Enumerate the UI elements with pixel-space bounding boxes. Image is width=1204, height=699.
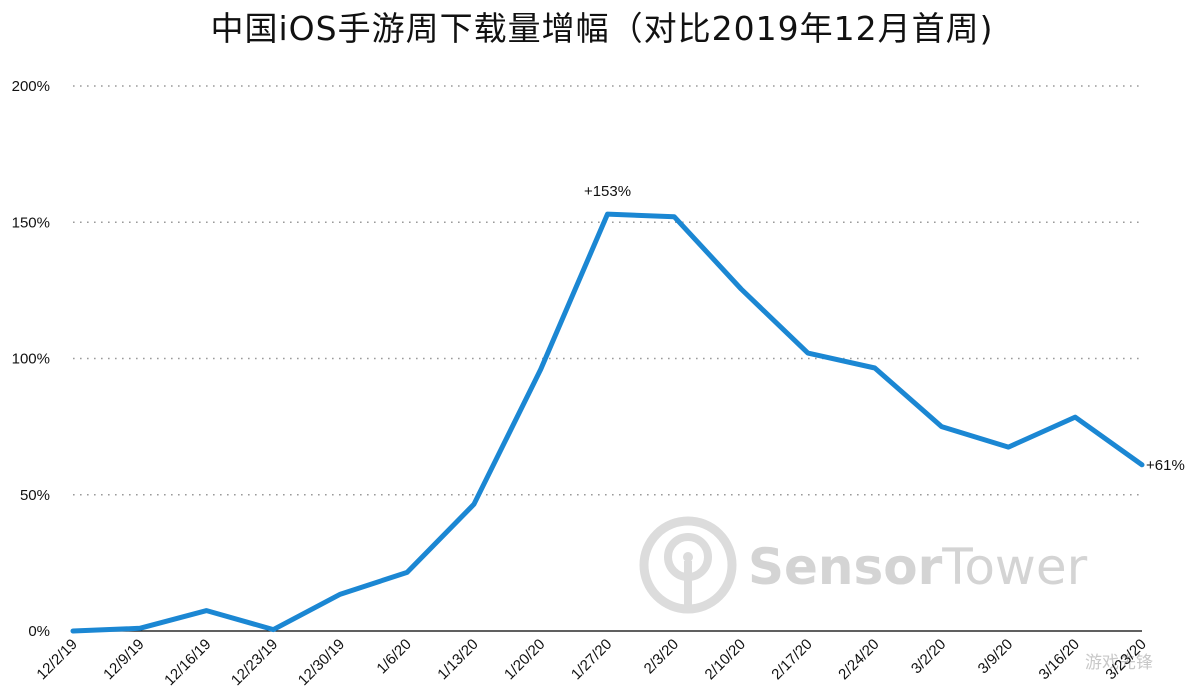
- watermark-brand-a: Sensor: [748, 538, 943, 596]
- x-tick-label: 1/27/20: [568, 636, 615, 683]
- x-tick-label: 12/30/19: [295, 636, 348, 689]
- grid-lines: [73, 85, 1142, 496]
- x-tick-label: 1/20/20: [501, 636, 548, 683]
- y-tick-label: 150%: [12, 214, 50, 231]
- x-tick-label: 12/23/19: [228, 636, 281, 689]
- watermark: SensorTower 游戏先锋: [639, 516, 1153, 673]
- y-tick-label: 50%: [20, 487, 50, 504]
- watermark-corner-text: 游戏先锋: [1085, 653, 1153, 673]
- y-tick-label: 0%: [28, 623, 50, 640]
- x-tick-label: 12/16/19: [161, 636, 214, 689]
- x-tick-label: 2/17/20: [768, 636, 815, 683]
- x-tick-label: 12/9/19: [100, 636, 147, 683]
- series-line: [70, 211, 1145, 634]
- x-tick-label: 3/16/20: [1036, 636, 1083, 683]
- y-tick-label: 100%: [12, 351, 50, 368]
- chart-title: 中国iOS手游周下载量增幅（对比2019年12月首周): [210, 9, 994, 48]
- x-tick-label: 2/24/20: [835, 636, 882, 683]
- x-tick-label: 2/10/20: [702, 636, 749, 683]
- y-tick-label: 200%: [12, 78, 50, 95]
- annotations: +153% +61%: [584, 183, 1185, 474]
- data-annotation: +61%: [1146, 457, 1185, 474]
- y-axis: 0% 50% 100% 150% 200%: [12, 78, 50, 640]
- x-tick-label: 12/2/19: [33, 636, 80, 683]
- x-tick-label: 1/6/20: [373, 636, 415, 678]
- x-tick-label: 3/2/20: [908, 636, 950, 678]
- x-tick-label: 2/3/20: [641, 636, 683, 678]
- data-annotation: +153%: [584, 183, 631, 200]
- watermark-brand-b: Tower: [941, 538, 1087, 596]
- sensortower-logo-icon: [639, 516, 737, 614]
- x-tick-label: 1/13/20: [434, 636, 481, 683]
- x-axis: 12/2/19 12/9/19 12/16/19 12/23/19 12/30/19 1/…: [33, 636, 1149, 689]
- watermark-brand: SensorTower: [748, 538, 1088, 596]
- x-tick-label: 3/9/20: [975, 636, 1017, 678]
